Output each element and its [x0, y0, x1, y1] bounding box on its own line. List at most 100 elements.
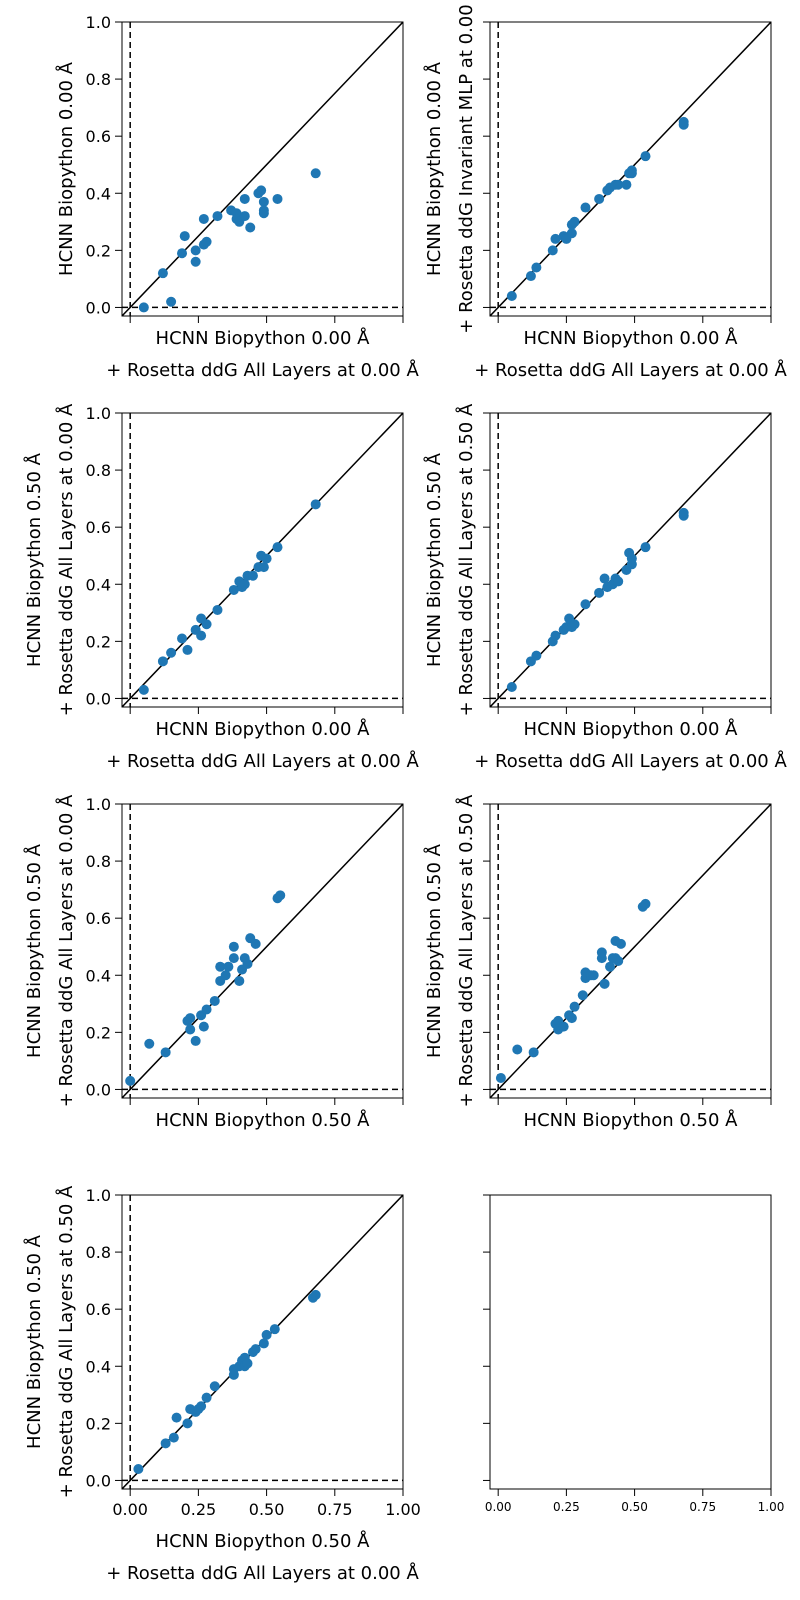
data-point: [250, 938, 261, 949]
y-tick-label: 0.4: [86, 1357, 111, 1376]
data-point: [228, 941, 239, 952]
data-point: [168, 1432, 179, 1443]
data-point: [621, 179, 632, 190]
data-point: [157, 656, 168, 667]
data-point: [256, 185, 267, 196]
x-tick-label: 0.00: [112, 1500, 148, 1519]
data-point: [569, 1001, 580, 1012]
plot-area: [490, 413, 771, 707]
axes-frame: [489, 803, 772, 1099]
y-tick-label: 0.8: [86, 1243, 111, 1262]
scatter-panel-6: HCNN Biopython 0.50 Å HCNN Biopython 0.50…: [423, 794, 772, 1131]
data-point: [495, 1073, 506, 1084]
data-point: [599, 978, 610, 989]
axes-frame: [121, 412, 404, 708]
y-axis-label: + Rosetta ddG All Layers at 0.50 Å: [455, 794, 477, 1107]
data-point: [258, 562, 269, 573]
y-tick-label: 1.0: [86, 795, 111, 814]
data-point: [596, 947, 607, 958]
axes-frame: [489, 1194, 772, 1490]
data-point: [190, 245, 201, 256]
data-point: [310, 1289, 321, 1300]
y-tick-label: 1.0: [86, 404, 111, 423]
data-point: [185, 1024, 196, 1035]
data-point: [558, 1021, 569, 1032]
data-point: [258, 1338, 269, 1349]
data-point: [678, 507, 689, 518]
data-point: [166, 296, 177, 307]
identity-line: [122, 22, 403, 316]
y-tick-label: 0.0: [86, 689, 111, 708]
data-point: [626, 168, 637, 179]
data-point: [179, 231, 190, 242]
x-axis-label: HCNN Biopython 0.50 Å: [156, 1109, 371, 1131]
data-point: [239, 211, 250, 222]
data-point: [566, 228, 577, 239]
data-point: [190, 256, 201, 267]
plot-area: [490, 22, 771, 316]
data-point: [138, 684, 149, 695]
data-point: [550, 630, 561, 641]
x-tick-label: 1.00: [385, 1500, 421, 1519]
y-tick-label: 0.6: [86, 909, 111, 928]
scatter-panel-3: 0.0 0.2 0.4 0.6 0.8 1.0 HCNN Biopython 0.00 Å +…: [23, 403, 419, 772]
data-point: [310, 168, 321, 179]
data-point: [185, 1013, 196, 1024]
data-point: [228, 953, 239, 964]
scatter-panel-8: 0.00 0.25 0.50 0.75 1.00: [483, 1194, 784, 1514]
x-axis-label: + Rosetta ddG All Layers at 0.00 Å: [474, 750, 787, 772]
data-point: [182, 644, 193, 655]
y-axis-label: + Rosetta ddG All Layers at 0.50 Å: [55, 1185, 77, 1498]
data-point: [177, 633, 188, 644]
y-tick-label: 0.4: [86, 966, 111, 985]
data-point: [269, 1324, 280, 1335]
x-axis-label: HCNN Biopython 0.50 Å: [156, 1530, 371, 1552]
plot-area: [122, 1195, 403, 1489]
plot-area: [122, 22, 403, 316]
data-point: [212, 211, 223, 222]
y-axis-label: + Rosetta ddG All Layers at 0.00 Å: [55, 794, 77, 1107]
data-point: [626, 553, 637, 564]
data-point: [547, 245, 558, 256]
data-point: [177, 248, 188, 259]
data-point: [160, 1047, 171, 1058]
y-tick-label: 1.0: [86, 1186, 111, 1205]
data-point: [528, 1047, 539, 1058]
x-axis-label: HCNN Biopython 0.00 Å: [524, 327, 739, 349]
data-point: [239, 193, 250, 204]
data-point: [171, 1412, 182, 1423]
y-tick-label: 0.0: [86, 1471, 111, 1490]
data-point: [157, 268, 168, 279]
y-axis-label: + Rosetta ddG All Layers at 0.50 Å: [455, 403, 477, 716]
data-point: [580, 599, 591, 610]
data-point: [250, 1344, 261, 1355]
y-tick-label: 0.6: [86, 127, 111, 146]
data-point: [506, 682, 517, 693]
data-point: [242, 1358, 253, 1369]
data-point: [525, 271, 536, 282]
data-point: [640, 542, 651, 553]
data-point: [605, 961, 616, 972]
data-point: [594, 587, 605, 598]
y-tick-label: 0.2: [86, 1414, 111, 1433]
data-point: [550, 233, 561, 244]
y-axis-label: HCNN Biopython 0.50 Å: [23, 1234, 45, 1449]
data-point: [569, 619, 580, 630]
data-point: [258, 196, 269, 207]
x-tick-label: 0.50: [249, 1500, 285, 1519]
data-point: [245, 222, 256, 233]
y-axis-label: HCNN Biopython 0.00 Å: [423, 61, 445, 276]
data-point: [531, 650, 542, 661]
axes-frame: [121, 803, 404, 1099]
x-axis-label: HCNN Biopython 0.50 Å: [524, 1109, 739, 1131]
data-point: [599, 573, 610, 584]
data-point: [272, 193, 283, 204]
data-point: [615, 938, 626, 949]
data-point: [569, 216, 580, 227]
y-tick-label: 0.2: [86, 1023, 111, 1042]
axes-frame: [121, 1194, 404, 1490]
data-point: [239, 579, 250, 590]
y-axis-label: HCNN Biopython 0.50 Å: [23, 843, 45, 1058]
y-tick-label: 0.4: [86, 575, 111, 594]
data-point: [198, 1021, 209, 1032]
